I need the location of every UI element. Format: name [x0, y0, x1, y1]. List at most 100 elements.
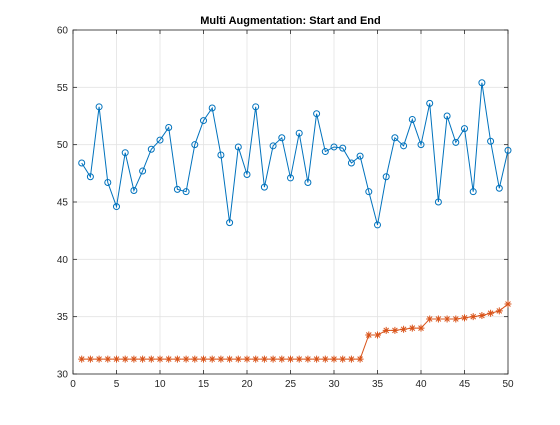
x-tick-label: 50 — [502, 379, 514, 390]
data-point-circle — [217, 151, 225, 159]
asterisk-marker-icon — [278, 355, 286, 363]
asterisk-marker-icon — [217, 355, 225, 363]
data-point-asterisk — [487, 309, 495, 317]
asterisk-marker-icon — [130, 355, 138, 363]
data-point-asterisk — [495, 307, 503, 315]
data-point-asterisk — [139, 355, 147, 363]
data-point-circle — [130, 187, 138, 195]
data-point-circle — [165, 123, 173, 131]
asterisk-marker-icon — [400, 325, 408, 333]
asterisk-marker-icon — [347, 355, 355, 363]
asterisk-marker-icon — [78, 355, 86, 363]
data-point-asterisk — [339, 355, 347, 363]
asterisk-marker-icon — [461, 314, 468, 322]
data-point-circle — [382, 173, 390, 181]
data-point-asterisk — [408, 324, 416, 332]
data-point-asterisk — [86, 355, 94, 363]
x-tick-label: 25 — [285, 379, 297, 390]
x-tick-label: 10 — [154, 379, 166, 390]
data-point-circle — [469, 188, 477, 196]
y-tick-label: 30 — [57, 370, 69, 381]
data-point-asterisk — [469, 313, 477, 321]
data-point-circle — [252, 103, 260, 111]
data-point-circle — [121, 149, 129, 157]
data-point-circle — [156, 136, 164, 144]
y-tick-label: 35 — [57, 312, 69, 323]
data-point-circle — [191, 141, 199, 149]
asterisk-marker-icon — [165, 355, 173, 363]
data-point-circle — [95, 103, 103, 111]
asterisk-marker-icon — [365, 331, 373, 339]
asterisk-marker-icon — [417, 324, 425, 332]
data-point-asterisk — [260, 355, 268, 363]
data-point-asterisk — [356, 355, 364, 363]
data-point-asterisk — [252, 355, 260, 363]
data-point-asterisk — [113, 355, 120, 363]
data-point-circle — [234, 143, 242, 151]
data-point-circle — [443, 112, 451, 120]
x-tick-label: 30 — [328, 379, 340, 390]
asterisk-marker-icon — [113, 355, 120, 363]
data-point-circle — [347, 159, 355, 167]
asterisk-marker-icon — [339, 355, 347, 363]
data-point-asterisk — [226, 355, 234, 363]
data-point-asterisk — [304, 355, 312, 363]
data-point-circle — [113, 203, 120, 211]
asterisk-marker-icon — [469, 313, 477, 321]
data-point-asterisk — [321, 355, 329, 363]
data-point-circle — [313, 110, 321, 118]
data-point-asterisk — [156, 355, 164, 363]
x-tick-label: 20 — [241, 379, 253, 390]
data-point-asterisk — [434, 315, 442, 323]
asterisk-marker-icon — [269, 355, 277, 363]
data-point-asterisk — [121, 355, 129, 363]
data-point-asterisk — [95, 355, 103, 363]
data-point-asterisk — [234, 355, 242, 363]
data-point-circle — [487, 137, 495, 145]
data-point-asterisk — [287, 355, 294, 363]
data-point-asterisk — [200, 355, 207, 363]
asterisk-marker-icon — [374, 331, 381, 339]
data-point-asterisk — [400, 325, 408, 333]
asterisk-marker-icon — [443, 315, 451, 323]
data-point-asterisk — [417, 324, 425, 332]
data-point-circle — [434, 198, 442, 206]
x-tick-label: 45 — [459, 379, 471, 390]
asterisk-marker-icon — [313, 355, 321, 363]
series-2 — [78, 300, 512, 363]
data-point-asterisk — [278, 355, 286, 363]
asterisk-marker-icon — [287, 355, 294, 363]
asterisk-marker-icon — [121, 355, 129, 363]
data-point-circle — [260, 183, 268, 191]
data-point-asterisk — [478, 312, 486, 320]
series-layer — [78, 79, 512, 363]
data-point-circle — [226, 219, 234, 227]
asterisk-marker-icon — [330, 355, 338, 363]
data-point-circle — [78, 159, 86, 167]
asterisk-marker-icon — [295, 355, 303, 363]
asterisk-marker-icon — [147, 355, 155, 363]
data-point-circle — [278, 134, 286, 142]
asterisk-marker-icon — [139, 355, 147, 363]
asterisk-marker-icon — [200, 355, 207, 363]
data-point-asterisk — [443, 315, 451, 323]
data-point-asterisk — [452, 315, 460, 323]
data-point-asterisk — [391, 326, 399, 334]
asterisk-marker-icon — [434, 315, 442, 323]
data-point-circle — [86, 173, 94, 181]
asterisk-marker-icon — [182, 355, 190, 363]
asterisk-marker-icon — [321, 355, 329, 363]
data-point-circle — [391, 134, 399, 142]
data-point-circle — [147, 145, 155, 153]
asterisk-marker-icon — [504, 300, 512, 308]
data-point-asterisk — [504, 300, 512, 308]
asterisk-marker-icon — [452, 315, 460, 323]
asterisk-marker-icon — [426, 315, 434, 323]
asterisk-marker-icon — [382, 326, 390, 334]
data-point-asterisk — [330, 355, 338, 363]
data-point-asterisk — [347, 355, 355, 363]
data-point-circle — [330, 143, 338, 151]
